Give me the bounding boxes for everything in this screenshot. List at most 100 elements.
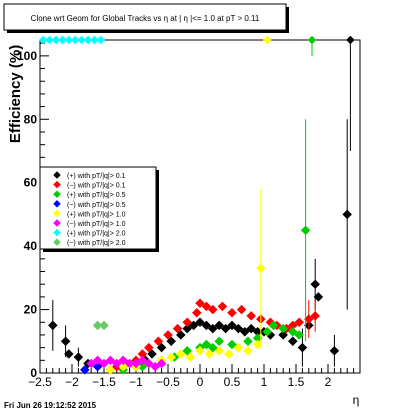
- y-axis-label: Efficiency (%): [7, 45, 24, 143]
- x-tick-label: 1: [261, 375, 268, 389]
- x-tick-label: 1.5: [288, 375, 305, 389]
- data-point: [131, 358, 141, 369]
- data-point: [201, 301, 212, 312]
- x-tick-label: 2: [325, 375, 332, 389]
- data-point: [294, 317, 305, 328]
- data-point: [262, 326, 273, 337]
- data-point: [175, 330, 186, 340]
- data-point: [166, 352, 177, 362]
- data-point: [105, 355, 116, 366]
- legend-marker: [53, 238, 61, 247]
- data-point: [99, 358, 109, 369]
- data-point: [329, 345, 340, 356]
- data-point: [310, 311, 321, 321]
- legend-label: (+) with pT/|q|> 1.0: [67, 211, 126, 218]
- data-point: [294, 330, 305, 340]
- data-point: [236, 304, 247, 315]
- data-point: [156, 358, 167, 369]
- legend-label: (+) with pT/|q|> 2.0: [67, 231, 126, 238]
- data-point: [207, 342, 218, 353]
- data-point: [191, 307, 202, 318]
- data-point: [118, 361, 129, 372]
- data-point: [51, 35, 61, 45]
- legend: (+) with pT/|q|> 0.1 (−) with pT/|q|> 0.1…: [39, 166, 159, 252]
- x-tick-label: −0.5: [156, 375, 180, 389]
- y-tick-label: 100: [17, 49, 37, 63]
- x-tick-label: −2: [65, 375, 79, 389]
- data-point: [201, 320, 212, 331]
- data-point: [58, 35, 67, 45]
- data-point: [92, 355, 103, 366]
- y-tick-label: 40: [24, 239, 38, 253]
- data-point: [124, 358, 135, 369]
- data-point: [278, 323, 289, 334]
- data-point: [297, 342, 308, 353]
- data-point: [99, 320, 109, 331]
- data-point: [252, 339, 263, 350]
- data-point: [60, 336, 71, 347]
- data-point: [137, 361, 148, 372]
- legend-marker: [53, 171, 61, 179]
- chart-title: Clone wrt Geom for Global Tracks vs η at…: [31, 14, 260, 23]
- data-point: [147, 349, 157, 359]
- y-tick-label: 80: [24, 112, 38, 126]
- data-point: [220, 323, 231, 334]
- data-point: [96, 35, 106, 45]
- data-point: [255, 263, 266, 274]
- data-point: [246, 311, 257, 321]
- x-axis: −2.5 −2 −1.5 −1 −0.5 0 0.5 1 1.5 2: [28, 364, 355, 389]
- series-6: [86, 355, 167, 372]
- data-point: [182, 317, 193, 328]
- data-point: [79, 364, 90, 375]
- data-point: [143, 342, 154, 353]
- data-point: [262, 35, 272, 45]
- data-point: [243, 345, 253, 356]
- data-point: [223, 349, 234, 359]
- data-point: [268, 320, 279, 331]
- data-point: [233, 342, 244, 353]
- x-tick-label: −1: [129, 375, 143, 389]
- data-point: [105, 364, 116, 375]
- data-point: [233, 323, 244, 334]
- data-point: [300, 225, 311, 236]
- x-tick-label: −1.5: [92, 375, 116, 389]
- data-point: [310, 279, 321, 290]
- data-point: [70, 35, 80, 45]
- data-point: [63, 349, 74, 359]
- data-point: [207, 323, 218, 334]
- data-point: [287, 326, 298, 337]
- data-point: [166, 336, 177, 347]
- data-point: [195, 298, 205, 309]
- data-point: [214, 336, 225, 347]
- legend-label: (+) with pT/|q|> 0.1: [67, 173, 126, 180]
- data-point: [201, 339, 212, 350]
- y-tick-label: 20: [24, 303, 38, 317]
- data-point: [111, 358, 122, 369]
- data-point: [204, 349, 215, 359]
- data-point: [313, 292, 324, 302]
- data-point: [175, 349, 186, 359]
- legend-label: (+) with pT/|q|> 0.5: [67, 192, 126, 199]
- data-point: [64, 35, 74, 45]
- data-point: [150, 361, 161, 372]
- data-series: [38, 35, 355, 375]
- x-tick-label: 0: [197, 375, 204, 389]
- data-point: [77, 35, 86, 45]
- data-point: [188, 320, 199, 331]
- legend-label: (−) with pT/|q|> 1.0: [67, 221, 126, 228]
- data-point: [182, 323, 193, 334]
- data-point: [47, 320, 58, 331]
- data-point: [45, 35, 54, 45]
- data-point: [239, 326, 250, 337]
- data-point: [86, 358, 97, 369]
- timestamp-footer: Fri Jun 26 19:12:52 2015: [4, 401, 97, 410]
- data-point: [118, 355, 129, 366]
- data-point: [278, 330, 289, 340]
- data-point: [163, 330, 173, 340]
- data-point: [246, 323, 257, 334]
- data-point: [153, 336, 164, 347]
- data-point: [195, 317, 205, 328]
- data-point: [92, 320, 103, 331]
- legend-marker: [53, 219, 61, 227]
- legend-marker: [53, 190, 61, 199]
